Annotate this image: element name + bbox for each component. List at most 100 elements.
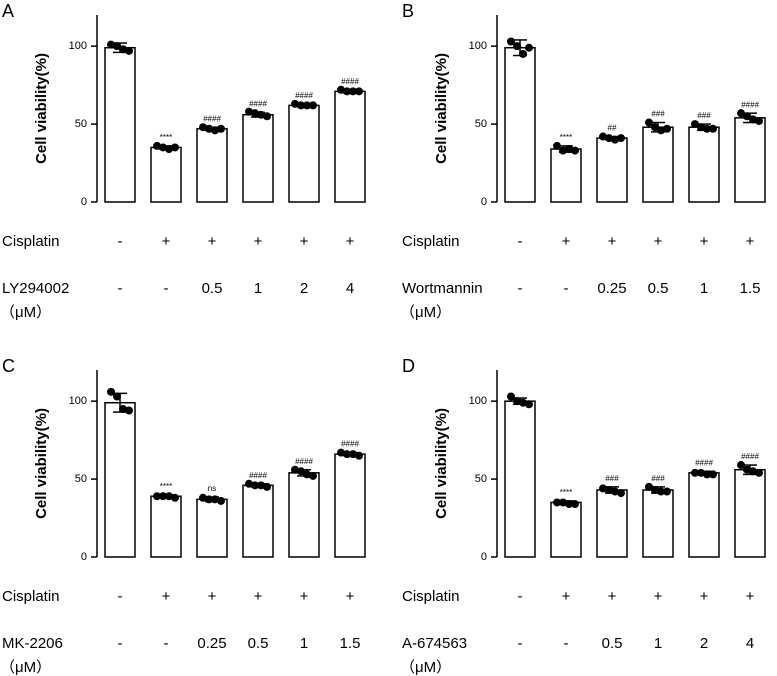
data-point <box>617 489 625 498</box>
row-cell: 0.5 <box>248 635 269 652</box>
data-point <box>337 448 345 457</box>
bar <box>196 498 228 558</box>
significance-label: **** <box>560 133 572 142</box>
data-point <box>199 493 207 502</box>
significance-label: #### <box>341 77 359 86</box>
data-point <box>507 37 515 46</box>
data-point <box>657 487 665 496</box>
data-point <box>205 124 213 133</box>
bar <box>334 90 366 203</box>
significance-label: ### <box>651 110 665 119</box>
bar <box>642 489 674 558</box>
data-point <box>251 481 259 490</box>
bar <box>734 468 766 558</box>
data-point <box>211 126 219 135</box>
data-point <box>303 470 311 479</box>
data-point <box>113 392 121 401</box>
bar <box>196 128 228 203</box>
bar <box>288 472 320 558</box>
row-label: Wortmannin <box>402 280 483 297</box>
row-cell: + <box>208 588 217 605</box>
row-cell: - <box>518 635 523 652</box>
y-axis-label: Cell viability(%) <box>433 408 450 519</box>
y-tick-label: 100 <box>469 40 487 52</box>
data-point <box>217 124 225 133</box>
data-point <box>651 123 659 132</box>
data-point <box>291 465 299 474</box>
significance-label: **** <box>160 482 172 491</box>
row-cell: 4 <box>346 280 354 297</box>
data-point <box>125 406 133 415</box>
bar <box>596 137 628 203</box>
row-cell: 1.5 <box>340 635 361 652</box>
data-point <box>525 43 533 52</box>
data-point <box>559 146 567 155</box>
row-cell: 0.25 <box>597 280 626 297</box>
row-cell: - <box>118 635 123 652</box>
row-unit: （μM） <box>400 659 451 676</box>
panel-letter: D <box>402 356 415 376</box>
y-tick-label: 0 <box>81 196 87 208</box>
data-point <box>153 141 161 150</box>
data-point <box>617 134 625 143</box>
row-cell: + <box>608 233 617 250</box>
y-axis-label: Cell viability(%) <box>33 408 50 519</box>
data-point <box>697 123 705 132</box>
significance-label: #### <box>295 457 313 466</box>
row-cell: 2 <box>700 635 708 652</box>
significance-label: #### <box>249 471 267 480</box>
significance-label: #### <box>203 114 221 123</box>
data-point <box>337 85 345 94</box>
data-point <box>691 120 699 129</box>
data-point <box>349 450 357 459</box>
data-point <box>599 132 607 141</box>
significance-label: #### <box>249 100 267 109</box>
row-cell: + <box>654 233 663 250</box>
data-point <box>343 450 351 459</box>
significance-label: ## <box>608 124 617 133</box>
row-cell: 1 <box>300 635 308 652</box>
row-cell: 1 <box>654 635 662 652</box>
data-point <box>709 124 717 133</box>
y-axis-label: Cell viability(%) <box>433 53 450 164</box>
row-cell: - <box>518 588 523 605</box>
data-point <box>599 484 607 493</box>
row-cell: 0.5 <box>648 280 669 297</box>
data-point <box>743 465 751 474</box>
y-tick-label: 0 <box>481 551 487 563</box>
bar <box>242 113 274 203</box>
data-point <box>251 109 259 118</box>
data-point <box>263 112 271 121</box>
y-tick-label: 50 <box>475 473 487 485</box>
row-cell: + <box>346 233 355 250</box>
y-tick-label: 100 <box>69 40 87 52</box>
data-point <box>355 451 363 460</box>
data-point <box>257 110 265 119</box>
data-point <box>291 99 299 108</box>
row-unit: （μM） <box>0 304 51 321</box>
bar <box>596 489 628 558</box>
data-point <box>553 498 561 507</box>
data-point <box>743 112 751 121</box>
bar <box>334 453 366 558</box>
data-point <box>553 141 561 150</box>
row-cell: - <box>518 280 523 297</box>
data-point <box>107 387 115 396</box>
panel-letter: A <box>2 1 14 21</box>
data-point <box>605 134 613 143</box>
row-cell: 0.5 <box>202 280 223 297</box>
y-tick-label: 50 <box>75 118 87 130</box>
data-point <box>611 135 619 144</box>
row-cell: 1 <box>254 280 262 297</box>
bar <box>150 495 182 558</box>
data-point <box>263 482 271 491</box>
data-point <box>755 116 763 125</box>
row-cell: - <box>118 588 123 605</box>
bar <box>242 484 274 558</box>
row-cell: + <box>346 588 355 605</box>
data-point <box>245 107 253 116</box>
data-point <box>651 485 659 494</box>
data-point <box>755 468 763 477</box>
significance-label: ### <box>697 111 711 120</box>
row-cell: 0.5 <box>602 635 623 652</box>
